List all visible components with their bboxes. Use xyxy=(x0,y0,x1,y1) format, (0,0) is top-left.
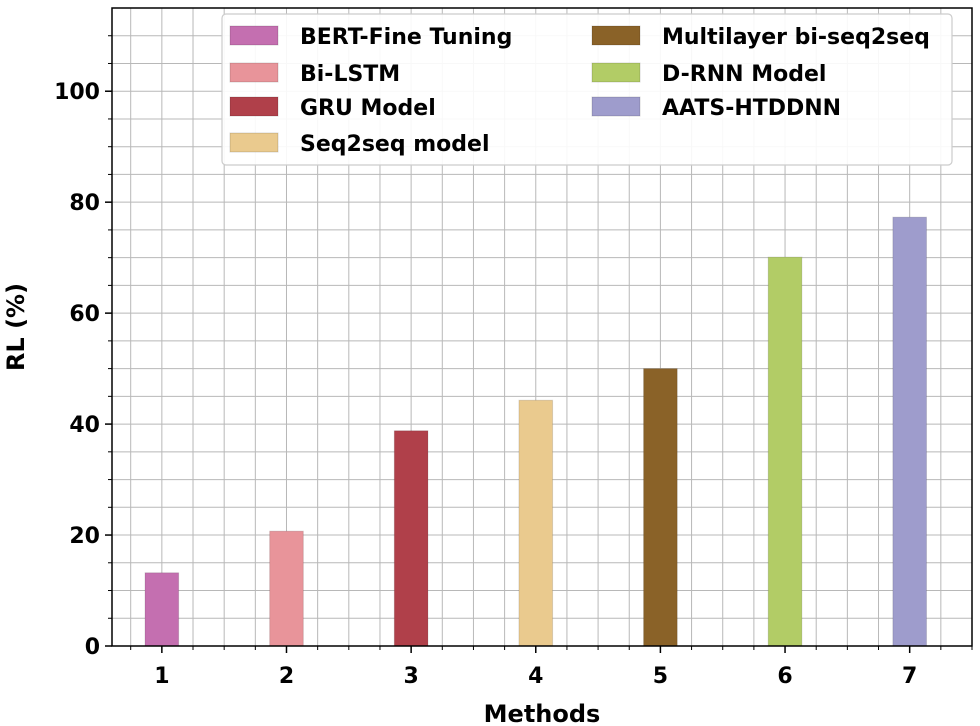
x-axis-label: Methods xyxy=(484,700,601,726)
y-tick-label: 40 xyxy=(69,413,100,438)
plot-frame xyxy=(111,7,973,647)
x-tick-label: 4 xyxy=(528,664,543,689)
legend-swatch xyxy=(229,96,279,117)
x-tick-label: 3 xyxy=(403,664,418,689)
legend-label: D-RNN Model xyxy=(662,62,826,87)
bar-7 xyxy=(892,216,928,647)
y-tick-label: 60 xyxy=(69,302,100,327)
bar-4 xyxy=(518,399,554,647)
bar-5 xyxy=(643,368,678,647)
bar-2 xyxy=(269,530,304,647)
bar-6 xyxy=(767,256,803,647)
legend-swatch xyxy=(591,25,641,46)
axis-ticks: 0 20 40 60 80 100 1 2 3 4 5 6 7 xyxy=(54,35,973,689)
legend-label: Seq2seq model xyxy=(300,132,490,157)
legend-label: GRU Model xyxy=(300,96,436,121)
legend-label: Multilayer bi-seq2seq xyxy=(662,25,930,50)
y-tick-label: 100 xyxy=(54,80,100,105)
x-tick-label: 6 xyxy=(777,664,792,689)
legend-swatch xyxy=(229,25,279,46)
legend-label: AATS-HTDDNN xyxy=(662,96,841,121)
legend-frame xyxy=(221,13,953,166)
legend: BERT-Fine Tuning Bi-LSTM GRU Model Seq2seq … xyxy=(221,13,953,166)
x-tick-label: 1 xyxy=(154,664,169,689)
x-tick-label: 2 xyxy=(279,664,294,689)
y-tick-label: 20 xyxy=(69,524,100,549)
y-tick-label: 0 xyxy=(85,635,100,660)
bar-1 xyxy=(144,572,180,647)
y-axis-label: RL (%) xyxy=(2,283,30,371)
legend-label: BERT-Fine Tuning xyxy=(300,25,512,50)
legend-label: Bi-LSTM xyxy=(300,62,400,87)
legend-swatch xyxy=(591,62,641,83)
legend-swatch xyxy=(229,132,279,153)
x-tick-label: 7 xyxy=(902,664,917,689)
legend-swatch xyxy=(591,96,641,117)
y-tick-label: 80 xyxy=(69,191,100,216)
x-tick-label: 5 xyxy=(653,664,668,689)
bar-3 xyxy=(393,430,429,647)
legend-swatch xyxy=(229,62,279,83)
